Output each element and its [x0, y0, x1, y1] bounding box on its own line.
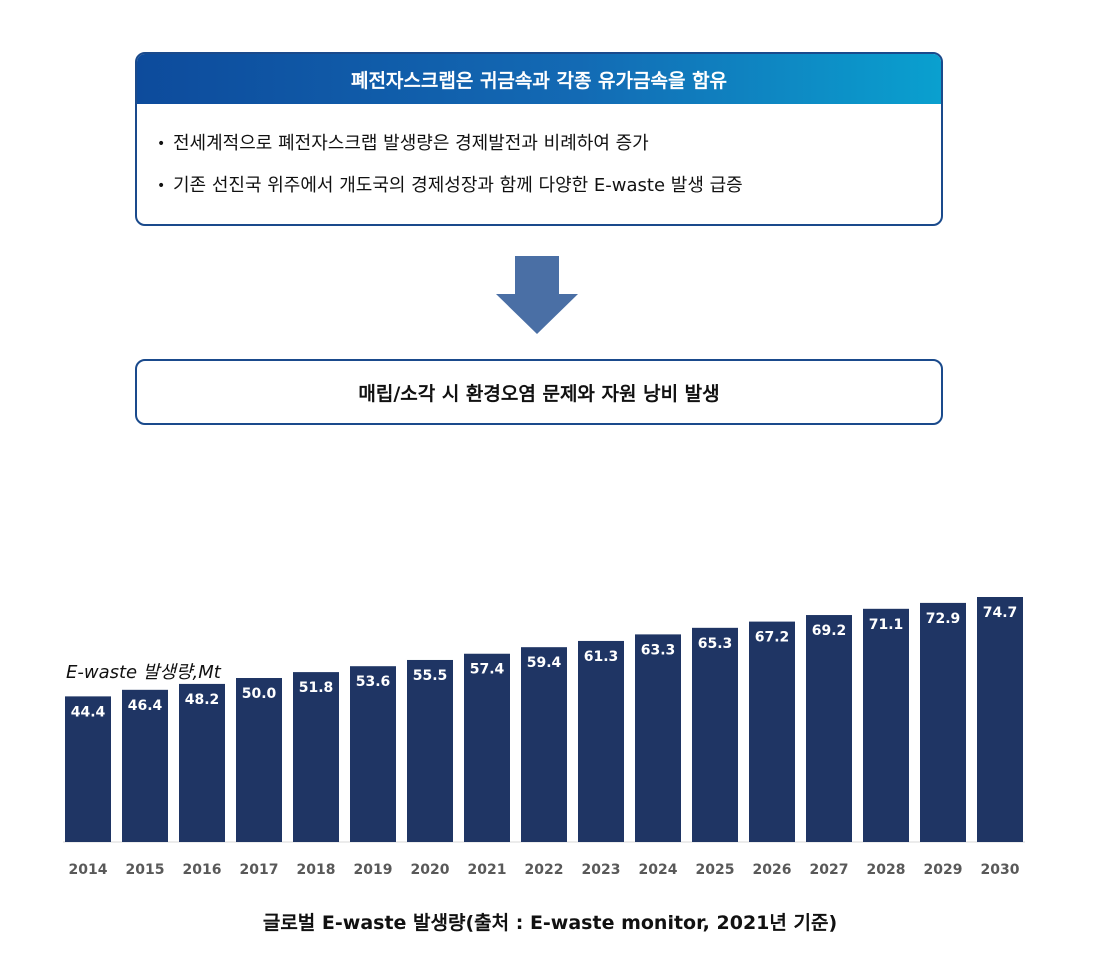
bar-value-label: 46.4	[128, 698, 163, 714]
bar-2024	[635, 634, 681, 842]
summary-title: 폐전자스크랩은 귀금속과 각종 유가금속을 함유	[137, 54, 941, 104]
x-tick-label: 2027	[810, 862, 849, 878]
bar-value-label: 55.5	[413, 668, 448, 684]
summary-bullet-text: 기존 선진국 위주에서 개도국의 경제성장과 함께 다양한 E-waste 발생…	[173, 175, 743, 196]
bar-2019	[350, 666, 396, 842]
bar-value-label: 48.2	[185, 692, 220, 708]
x-tick-label: 2015	[126, 862, 165, 878]
x-tick-label: 2030	[981, 862, 1020, 878]
summary-bullet-text: 전세계적으로 폐전자스크랩 발생량은 경제발전과 비례하여 증가	[173, 133, 649, 154]
x-tick-label: 2018	[297, 862, 336, 878]
bullet-icon: •	[157, 136, 166, 152]
x-tick-label: 2014	[69, 862, 108, 878]
x-tick-label: 2016	[183, 862, 222, 878]
summary-box: 폐전자스크랩은 귀금속과 각종 유가금속을 함유 • 전세계적으로 폐전자스크랩…	[135, 52, 943, 226]
result-box: 매립/소각 시 환경오염 문제와 자원 낭비 발생	[135, 359, 943, 425]
bar-2026	[749, 621, 795, 842]
bar-value-label: 59.4	[527, 655, 562, 671]
bar-value-label: 51.8	[299, 680, 334, 696]
x-tick-label: 2024	[639, 862, 678, 878]
bar-value-label: 57.4	[470, 662, 505, 678]
bar-2029	[920, 602, 966, 842]
bar-value-label: 44.4	[71, 704, 106, 720]
bar-2016	[179, 683, 225, 842]
bar-2028	[863, 608, 909, 842]
bar-2017	[236, 678, 282, 842]
bar-value-label: 53.6	[356, 674, 391, 690]
bar-value-label: 74.7	[983, 605, 1018, 621]
x-tick-label: 2022	[525, 862, 564, 878]
chart-caption: 글로벌 E-waste 발생량(출처 : E-waste monitor, 20…	[262, 912, 838, 934]
x-tick-label: 2019	[354, 862, 393, 878]
bar-value-label: 71.1	[869, 617, 904, 633]
bar-value-label: 50.0	[242, 686, 277, 702]
x-tick-label: 2023	[582, 862, 621, 878]
bar-value-label: 61.3	[584, 649, 619, 665]
down-arrow-icon	[496, 256, 578, 334]
y-axis-label: E-waste 발생량,Mt	[66, 662, 222, 683]
x-tick-label: 2028	[867, 862, 906, 878]
bar-2021	[464, 653, 510, 842]
x-tick-label: 2017	[240, 862, 279, 878]
bar-2027	[806, 615, 852, 842]
x-tick-label: 2021	[468, 862, 507, 878]
bar-2023	[578, 640, 624, 842]
bar-2020	[407, 659, 453, 842]
bar-value-label: 65.3	[698, 636, 733, 652]
bar-value-label: 67.2	[755, 630, 790, 646]
bar-2025	[692, 627, 738, 842]
bar-2015	[122, 689, 168, 842]
bullet-icon: •	[157, 178, 166, 194]
bar-2014	[65, 696, 111, 842]
bar-value-label: 63.3	[641, 642, 676, 658]
x-tick-label: 2025	[696, 862, 735, 878]
result-text: 매립/소각 시 환경오염 문제와 자원 낭비 발생	[358, 382, 720, 405]
summary-bullet-item: • 전세계적으로 폐전자스크랩 발생량은 경제발전과 비례하여 증가	[157, 132, 941, 174]
bar-2030	[977, 597, 1023, 842]
summary-bullet-item: • 기존 선진국 위주에서 개도국의 경제성장과 함께 다양한 E-waste …	[157, 174, 941, 216]
x-tick-label: 2020	[411, 862, 450, 878]
summary-bullet-list: • 전세계적으로 폐전자스크랩 발생량은 경제발전과 비례하여 증가 • 기존 …	[137, 104, 941, 216]
bar-2018	[293, 672, 339, 842]
bar-value-label: 72.9	[926, 611, 961, 627]
bar-value-label: 69.2	[812, 623, 847, 639]
x-tick-label: 2026	[753, 862, 792, 878]
x-tick-label: 2029	[924, 862, 963, 878]
bar-2022	[521, 647, 567, 842]
